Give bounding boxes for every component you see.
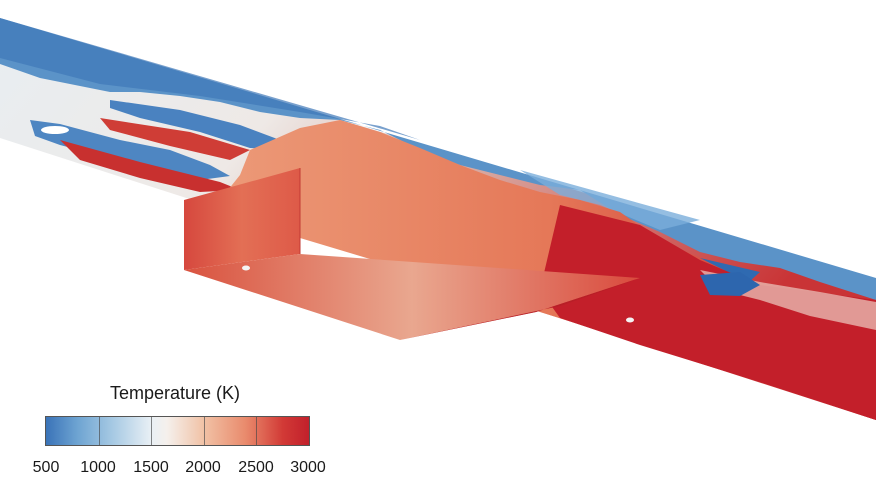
injector-port-right	[626, 317, 634, 323]
colorbar	[45, 416, 310, 446]
injector-port-inlet	[41, 126, 69, 134]
injector-port-left	[242, 265, 250, 271]
colorbar-tick: 2000	[185, 459, 221, 476]
cavity-floor	[184, 254, 640, 340]
colorbar-title: Temperature (K)	[110, 383, 241, 403]
colorbar-legend: Temperature (K) 500 1000 1500 2000 2500 …	[33, 380, 340, 490]
colorbar-tick: 2500	[238, 459, 274, 476]
cold-jet-lower	[30, 120, 230, 180]
colorbar-tick: 1500	[133, 459, 169, 476]
colorbar-tick: 3000	[290, 459, 326, 476]
cavity-back-wall	[184, 168, 300, 270]
colorbar-tick: 500	[32, 459, 60, 476]
colorbar-tick: 1000	[80, 459, 116, 476]
